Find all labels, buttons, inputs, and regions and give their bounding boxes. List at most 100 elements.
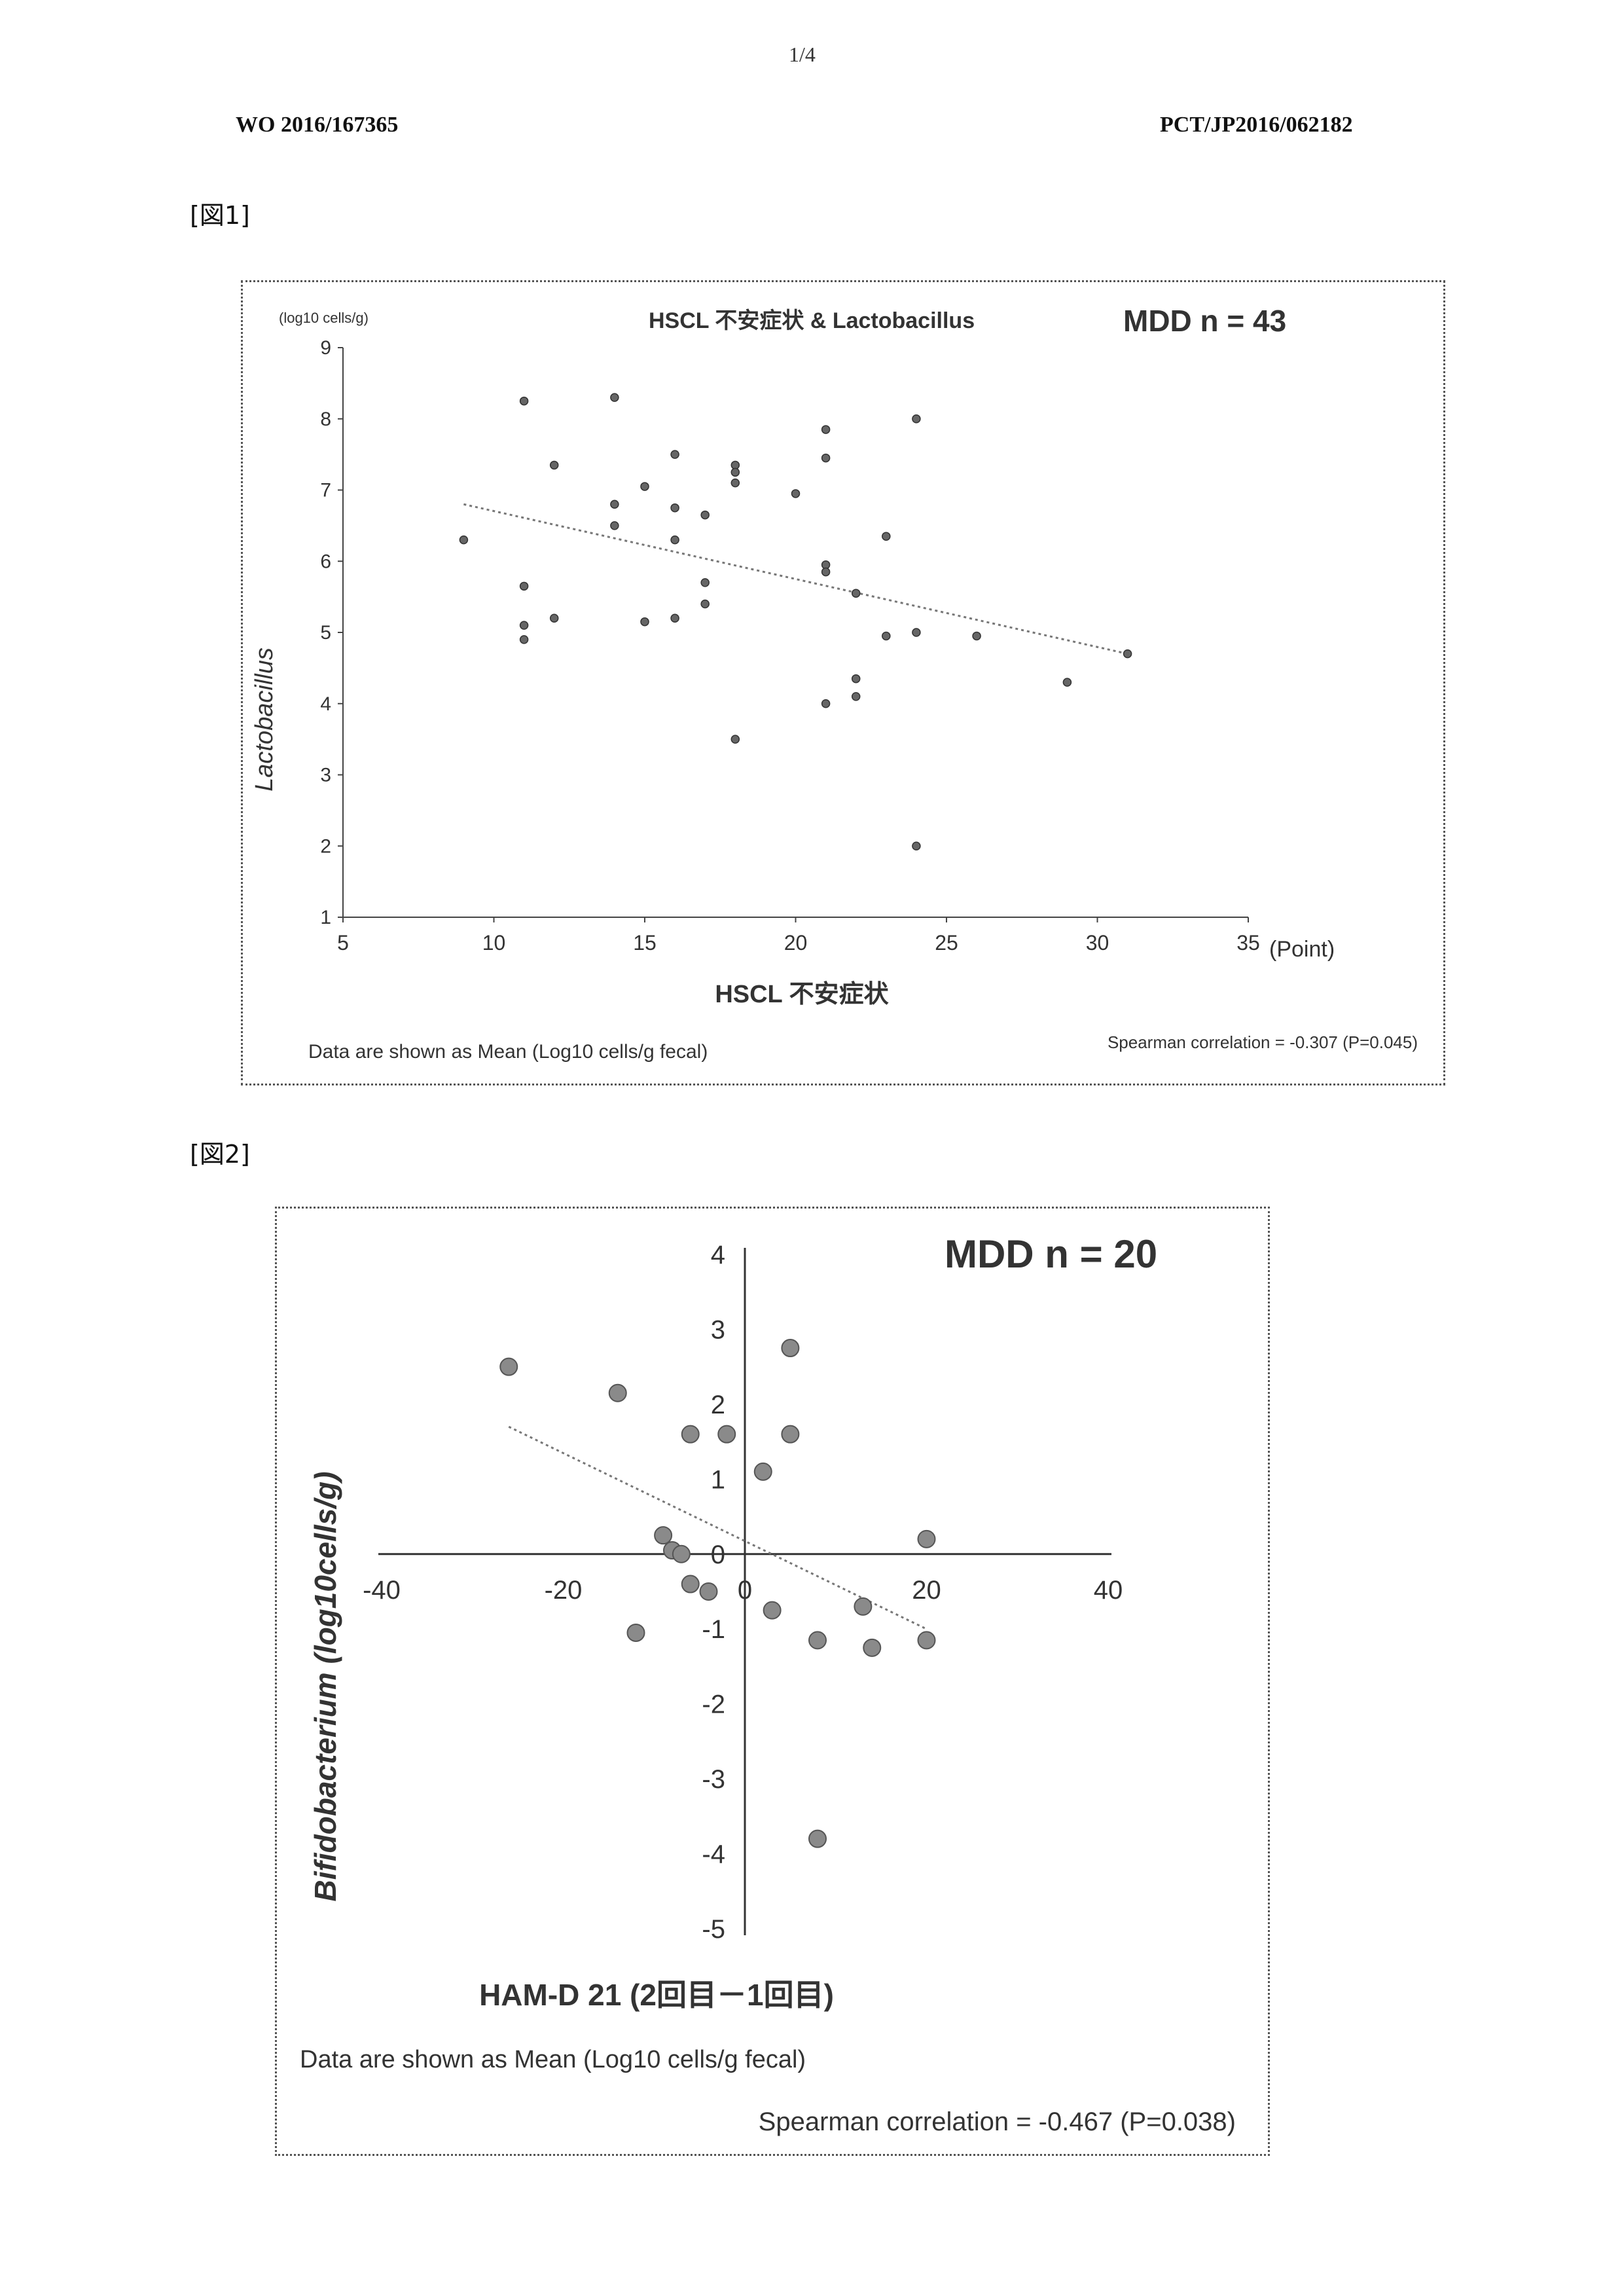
data-point: [608, 1383, 627, 1402]
data-point: [519, 635, 529, 644]
data-point: [519, 581, 529, 591]
data-point: [626, 1623, 645, 1642]
y-tick-label: 4: [320, 693, 331, 715]
data-point: [549, 460, 559, 470]
data-point: [863, 1638, 882, 1657]
correlation-label: Spearman correlation = -0.307 (P=0.045): [1108, 1032, 1418, 1052]
data-point: [640, 482, 649, 491]
data-point: [912, 414, 921, 424]
data-point: [753, 1462, 772, 1481]
y-tick-label: 1: [320, 907, 331, 928]
data-point: [821, 567, 831, 577]
data-point: [499, 1357, 518, 1376]
x-tick-label: 15: [633, 931, 657, 955]
group-label: MDD n = 43: [1123, 304, 1286, 338]
data-point: [972, 631, 981, 641]
data-point: [700, 599, 710, 609]
x-tick-label: 20: [912, 1576, 941, 1605]
data-point: [808, 1829, 827, 1848]
data-point: [610, 500, 619, 509]
data-point: [851, 692, 861, 701]
y-tick-label: 7: [320, 480, 331, 501]
y-axis-title: Bifidobacterium (log10cells/g): [308, 1472, 342, 1902]
figure-2-label: [図2]: [190, 1140, 250, 1169]
footnote: Data are shown as Mean (Log10 cells/g fe…: [308, 1041, 708, 1063]
x-tick-label: 10: [482, 931, 506, 955]
data-point: [459, 535, 469, 545]
data-point: [654, 1526, 673, 1545]
data-point: [854, 1597, 873, 1616]
data-point: [730, 478, 740, 488]
data-point: [917, 1631, 936, 1650]
data-point: [670, 450, 679, 459]
correlation-label: Spearman correlation = -0.467 (P=0.038): [759, 2107, 1236, 2136]
data-point: [730, 467, 740, 477]
data-point: [917, 1529, 936, 1548]
x-tick-label: 25: [935, 931, 958, 955]
figure-1-frame: (log10 cells/g) HSCL 不安症状 & Lactobacillu…: [241, 280, 1445, 1085]
figure-1-label: [図1]: [190, 201, 250, 230]
y-tick-label: -1: [702, 1615, 725, 1644]
y-tick-label: 6: [320, 551, 331, 572]
x-unit-label: (Point): [1269, 937, 1335, 962]
y-tick-label: -5: [702, 1915, 725, 1944]
data-point: [808, 1631, 827, 1650]
x-tick-label: 20: [784, 931, 808, 955]
data-point: [730, 735, 740, 744]
data-point: [1062, 678, 1072, 687]
figure-2-chart: MDD n = 20 Bifidobacterium (log10cells/g…: [300, 1232, 1236, 2136]
x-tick-label: 40: [1094, 1576, 1123, 1605]
data-point: [821, 699, 831, 708]
data-point: [882, 532, 891, 541]
y-tick-label: -3: [702, 1765, 725, 1794]
data-point: [763, 1601, 782, 1620]
data-point: [610, 521, 619, 530]
y-tick-label: 2: [320, 835, 331, 857]
x-tick-label: 0: [738, 1576, 752, 1605]
y-tick-label: 8: [320, 409, 331, 430]
data-point: [670, 503, 679, 513]
y-tick-label: 0: [711, 1540, 725, 1569]
chart-title: HSCL 不安症状 & Lactobacillus: [649, 308, 975, 333]
data-point: [672, 1544, 691, 1563]
x-tick-label: -20: [545, 1576, 583, 1605]
x-tick-label: 5: [337, 931, 349, 955]
group-label: MDD n = 20: [945, 1232, 1157, 1276]
data-point: [781, 1425, 800, 1444]
data-point: [717, 1425, 736, 1444]
data-point: [882, 631, 891, 641]
y-tick-label: -2: [702, 1690, 725, 1719]
data-point: [1123, 649, 1132, 659]
data-point: [851, 674, 861, 683]
data-point: [791, 489, 801, 498]
data-point: [519, 621, 529, 630]
data-point: [670, 613, 679, 623]
data-point: [640, 617, 649, 627]
data-point: [549, 613, 559, 623]
y-tick-label: 5: [320, 622, 331, 644]
x-tick-label: 30: [1086, 931, 1109, 955]
data-point: [912, 628, 921, 637]
y-unit-label: (log10 cells/g): [279, 310, 369, 326]
y-tick-label: 1: [711, 1465, 725, 1494]
data-point: [519, 396, 529, 406]
data-point: [700, 578, 710, 587]
y-tick-label: 3: [711, 1315, 725, 1344]
x-tick-label: -40: [363, 1576, 401, 1605]
y-tick-label: -4: [702, 1840, 725, 1869]
data-point: [699, 1582, 718, 1601]
figure-1-chart: (log10 cells/g) HSCL 不安症状 & Lactobacillu…: [251, 304, 1418, 1063]
y-tick-label: 3: [320, 765, 331, 786]
data-point: [821, 425, 831, 434]
publication-number: WO 2016/167365: [236, 113, 399, 137]
data-point: [681, 1575, 700, 1594]
application-number: PCT/JP2016/062182: [1160, 113, 1353, 137]
x-tick-label: 35: [1236, 931, 1260, 955]
data-point: [681, 1425, 700, 1444]
y-tick-label: 2: [711, 1391, 725, 1419]
data-point: [781, 1339, 800, 1358]
x-axis-title: HAM-D 21 (2回目－1回目): [479, 1978, 834, 2012]
y-axis-title: Lactobacillus: [251, 647, 278, 792]
data-point: [821, 453, 831, 463]
trend-line: [508, 1425, 928, 1630]
